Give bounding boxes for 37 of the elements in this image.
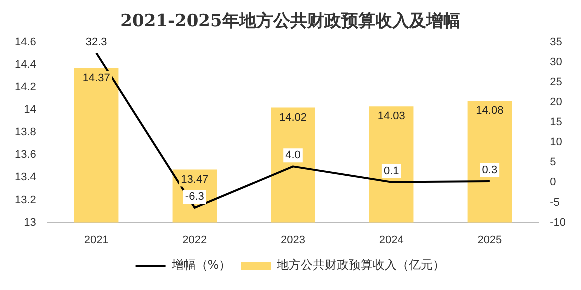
y-tick-label: 14.4 — [14, 58, 36, 71]
y-tick-label: 13.8 — [14, 126, 36, 139]
data-label: 14.08 — [476, 105, 504, 118]
x-tick-label: 2023 — [281, 234, 306, 246]
x-tick-label: 2022 — [182, 234, 208, 246]
x-tick-label: 2025 — [478, 234, 502, 246]
y2-tick-label: 15 — [550, 116, 562, 129]
data-label: 13.47 — [181, 174, 209, 186]
y2-tick-label: 0 — [550, 176, 556, 189]
y2-tick-label: 30 — [550, 56, 562, 68]
y2-tick-label: 10 — [550, 136, 562, 149]
y2-tick-label: 5 — [550, 156, 556, 169]
y2-tick-label: -5 — [550, 196, 560, 209]
y-tick-label: 13.2 — [14, 194, 36, 206]
y2-tick-label: 25 — [550, 76, 562, 89]
y2-tick-label: 35 — [550, 36, 562, 48]
y-tick-label: 13.6 — [14, 149, 36, 162]
data-label: 14.03 — [378, 110, 406, 123]
y-tick-label: 14.2 — [14, 82, 36, 94]
data-label: 14.37 — [82, 72, 110, 84]
data-label: -6.3 — [185, 191, 204, 203]
data-label: 14.02 — [279, 112, 308, 124]
data-label: 0.3 — [482, 164, 498, 177]
data-label: 4.0 — [286, 150, 301, 162]
y-tick-label: 13 — [24, 216, 36, 229]
x-tick-label: 2021 — [84, 234, 109, 246]
chart-title: 2021-2025年地方公共财政预算收入及增幅 — [120, 12, 460, 32]
y-tick-label: 13.4 — [14, 172, 36, 184]
legend-label: 增幅（%） — [170, 258, 232, 272]
y-tick-label: 14.6 — [14, 36, 36, 48]
x-tick-label: 2024 — [379, 234, 404, 246]
data-label: 32.3 — [86, 36, 108, 48]
y2-tick-label: -10 — [550, 216, 566, 229]
y-tick-label: 14 — [24, 104, 36, 116]
y2-tick-label: 20 — [550, 96, 562, 109]
legend-label: 地方公共财政预算收入（亿元） — [276, 258, 446, 272]
data-label: 0.1 — [384, 165, 400, 178]
